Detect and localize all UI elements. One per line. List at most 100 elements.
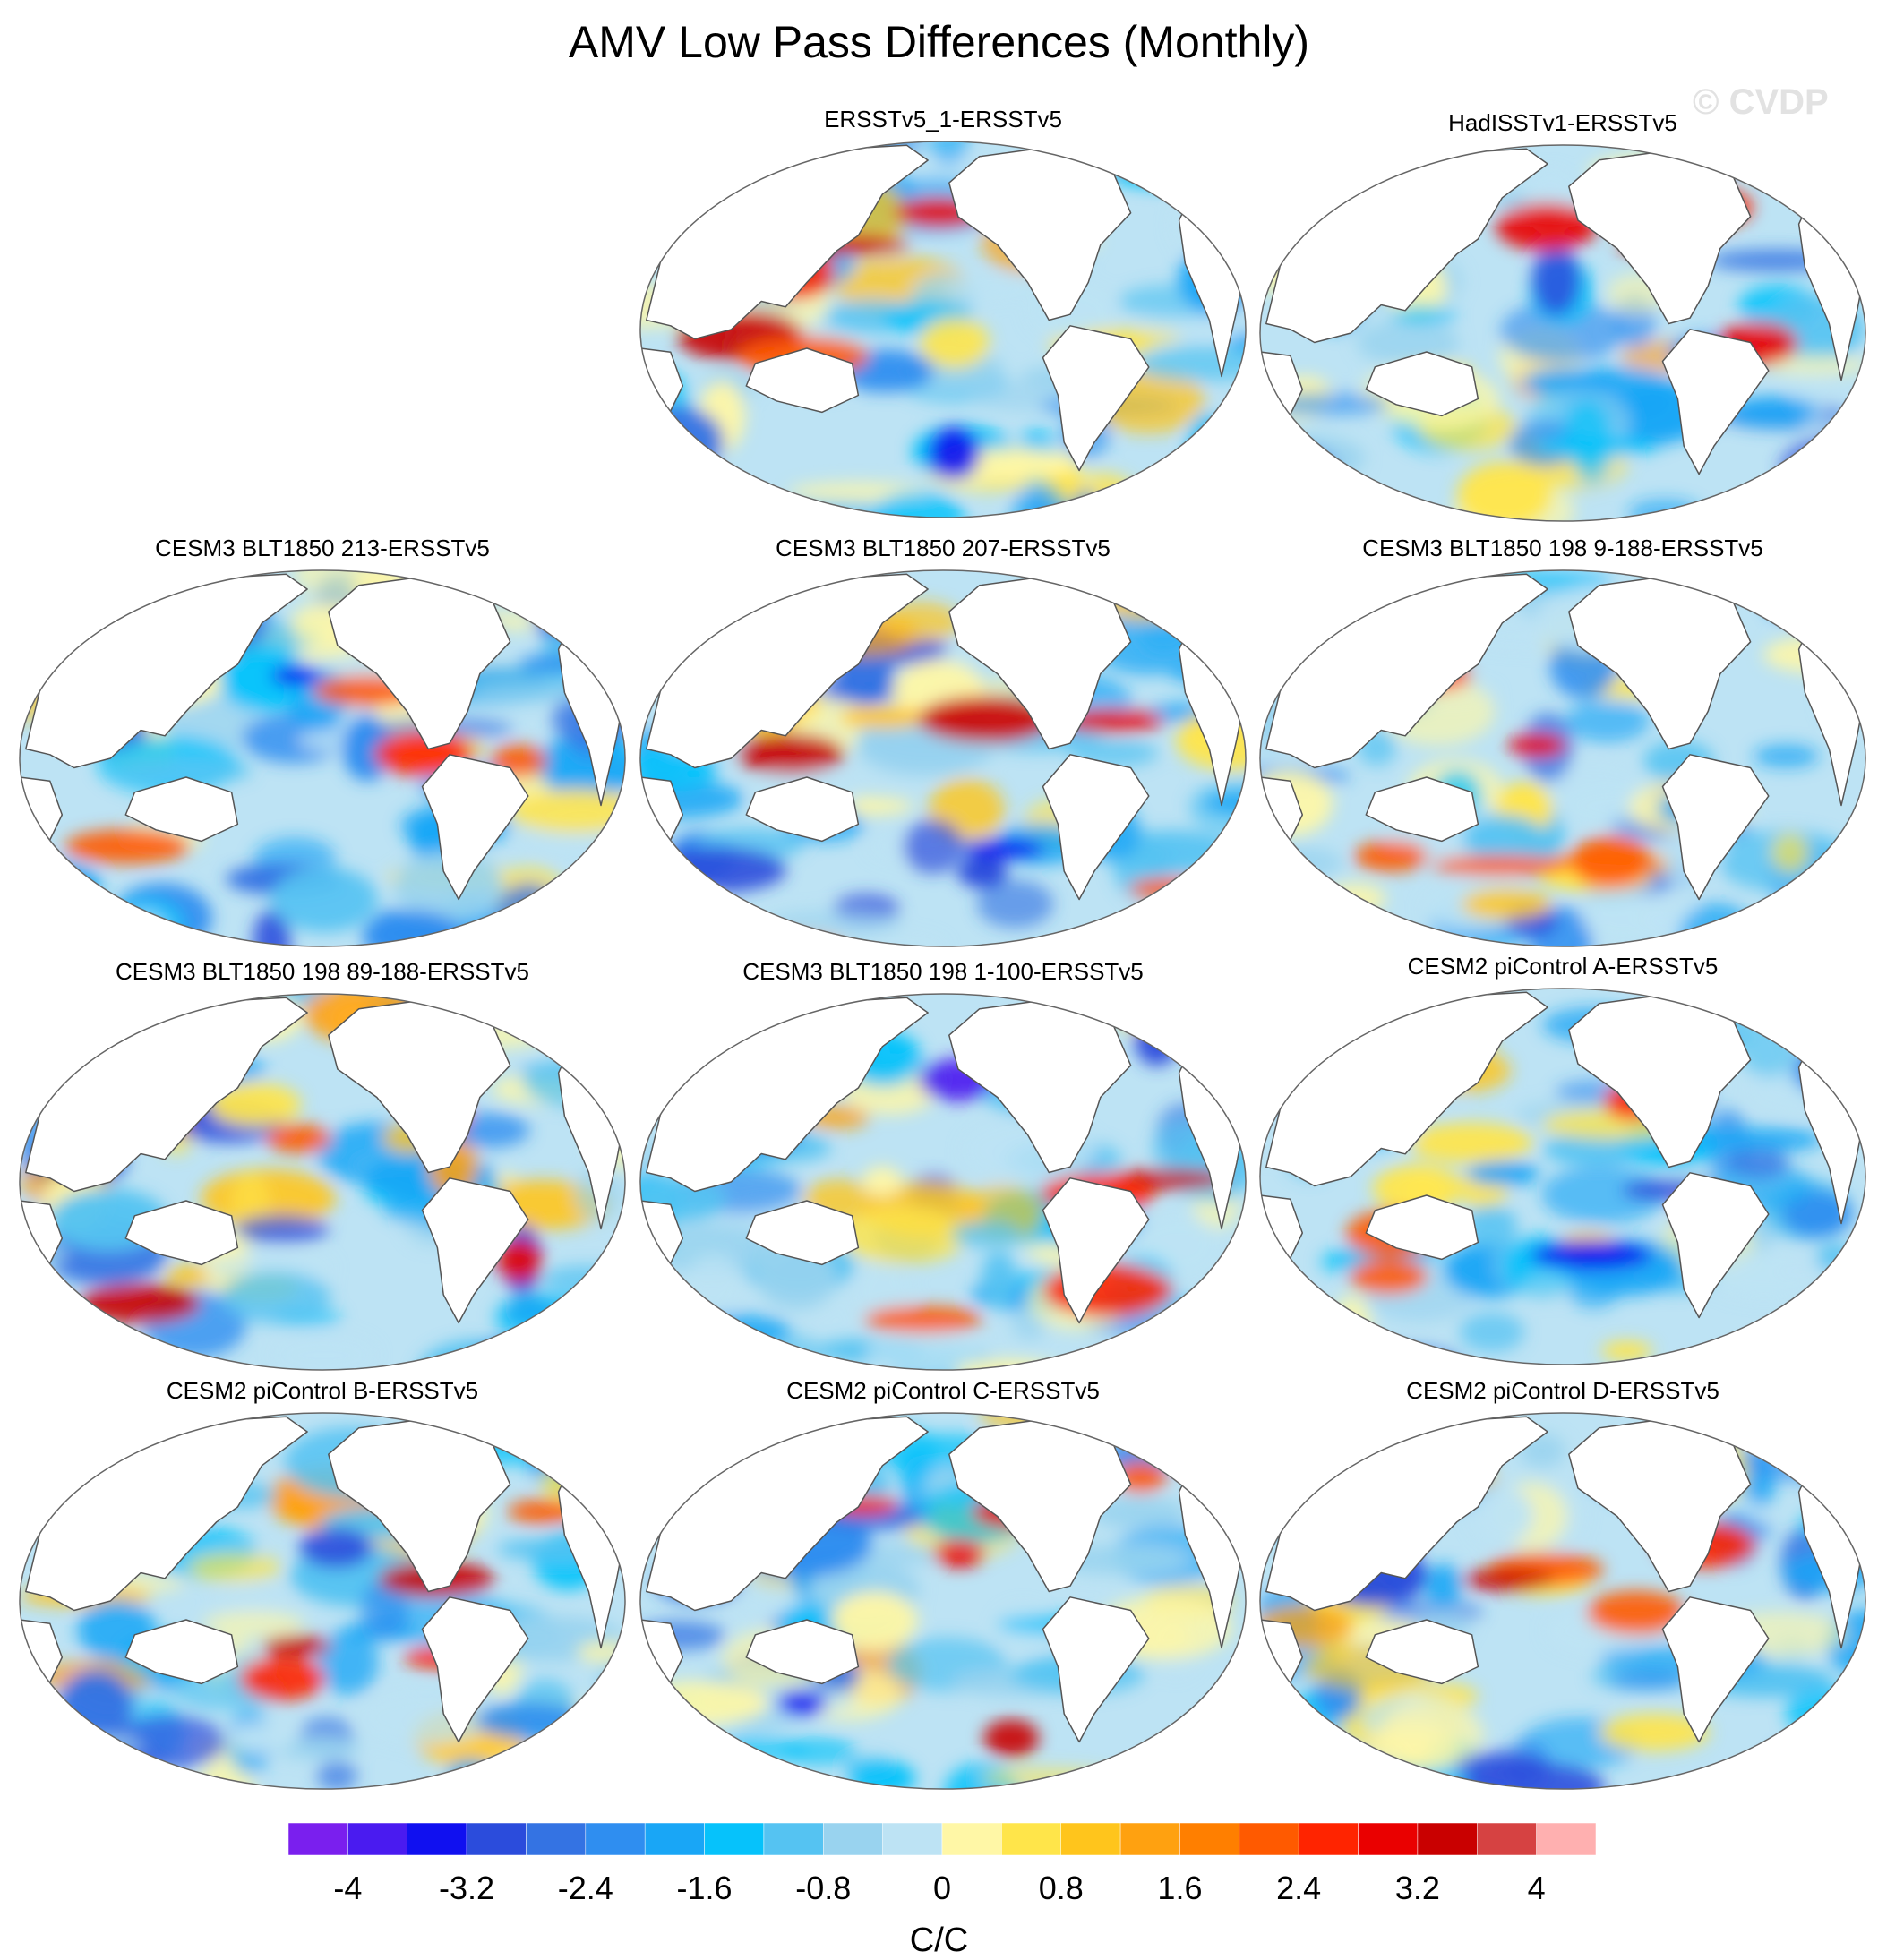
anomaly-blob (1531, 244, 1581, 316)
land-mass (1109, 142, 1171, 176)
land-mass (1109, 1414, 1171, 1448)
sst-difference-map (639, 569, 1247, 947)
anomaly-blob (274, 1737, 361, 1759)
anomaly-blob (702, 141, 773, 183)
map-panel-cesm2-picontrol-d: CESM2 piControl D-ERSSTv5 (1254, 1377, 1872, 1796)
anomaly-blob (981, 1251, 1017, 1308)
colorbar-tick-label: 3.2 (1394, 1870, 1440, 1906)
strong-anomaly-blob (736, 733, 845, 775)
colorbar-swatch (526, 1823, 587, 1855)
anomaly-blob (1325, 883, 1386, 915)
anomaly-blob (209, 1083, 302, 1126)
anomaly-blob (956, 855, 1008, 888)
colorbar-tick-label: 0 (932, 1870, 952, 1906)
strong-anomaly-blob (270, 665, 321, 687)
map-panel-cesm2-picontrol-a: CESM2 piControl A-ERSSTv5 (1254, 953, 1872, 1372)
map-border (19, 1412, 626, 1790)
anomaly-blob (640, 630, 665, 666)
anomaly-blob (1461, 888, 1552, 920)
anomaly-blob (1737, 1441, 1865, 1482)
anomaly-blob (541, 1265, 625, 1293)
anomaly-blob (678, 1413, 735, 1440)
anomaly-blob (640, 876, 720, 920)
strong-anomaly-blob (983, 1719, 1040, 1758)
anomaly-blob (1366, 1723, 1459, 1774)
anomaly-blob (1090, 1496, 1188, 1529)
anomaly-blob (1333, 1753, 1383, 1789)
anomaly-blob (187, 1553, 282, 1583)
anomaly-blob (684, 1254, 742, 1316)
colorbar-swatch (1417, 1823, 1478, 1855)
anomaly-blob (1771, 833, 1809, 873)
anomaly-blob (37, 574, 75, 628)
strong-anomaly-blob (1350, 1259, 1428, 1294)
anomaly-blob (573, 904, 625, 941)
colorbar-swatch (1001, 1823, 1061, 1855)
anomaly-blob (976, 879, 1054, 929)
colorbar-swatch (704, 1823, 765, 1855)
anomaly-blob (1457, 461, 1552, 521)
anomaly-blob (1770, 1736, 1865, 1787)
anomaly-blob (1462, 1763, 1606, 1789)
anomaly-blob (202, 1611, 305, 1638)
anomaly-blob (864, 1330, 980, 1370)
land-mass (1661, 1172, 1770, 1319)
anomaly-blob (1261, 989, 1302, 999)
anomaly-blob (316, 1759, 357, 1789)
anomaly-blob (1810, 153, 1865, 188)
colorbar-swatch (1477, 1823, 1537, 1855)
strong-anomaly-blob (928, 426, 981, 480)
land-mass (124, 1619, 239, 1685)
colorbar-tick-label: -0.8 (795, 1870, 852, 1906)
anomaly-blob (776, 1334, 820, 1370)
anomaly-blob (1340, 1353, 1404, 1365)
anomaly-blob (1766, 581, 1836, 622)
anomaly-blob (1260, 1441, 1319, 1493)
anomaly-blob (20, 1011, 75, 1036)
land-mass (1109, 995, 1171, 1029)
anomaly-blob (929, 141, 969, 167)
colorbar (288, 1823, 1596, 1855)
anomaly-blob (476, 1338, 540, 1370)
anomaly-blob (445, 1759, 496, 1785)
anomaly-blob (640, 1433, 675, 1494)
sst-difference-map (639, 141, 1247, 518)
strong-anomaly-blob (961, 838, 1045, 860)
anomaly-blob (950, 1220, 1022, 1248)
colorbar-tick-label: -2.4 (557, 1870, 613, 1906)
anomaly-blob (1149, 1430, 1246, 1464)
colorbar-swatch (1060, 1823, 1121, 1855)
colorbar-tick-label: 0.8 (1038, 1870, 1084, 1906)
anomaly-blob (1134, 1012, 1179, 1066)
colorbar-tick-label: 2.4 (1276, 1870, 1322, 1906)
anomaly-blob (510, 1748, 549, 1776)
colorbar-unit-label: C/C (909, 1921, 969, 1959)
land-mass (745, 1200, 860, 1266)
anomaly-blob (1290, 1730, 1331, 1782)
anomaly-blob (1222, 602, 1246, 673)
anomaly-blob (640, 1434, 758, 1453)
anomaly-blob (781, 1737, 857, 1766)
anomaly-blob (1202, 792, 1246, 814)
anomaly-blob (1260, 1749, 1359, 1789)
land-mass (1042, 1177, 1150, 1324)
anomaly-blob (553, 1772, 625, 1789)
anomaly-blob (501, 570, 558, 590)
colorbar-swatch (882, 1823, 943, 1855)
anomaly-blob (1329, 145, 1401, 166)
anomaly-blob (1182, 595, 1246, 651)
colorbar-swatch (585, 1823, 646, 1855)
anomaly-blob (734, 932, 847, 946)
colorbar-tick-label: 1.6 (1157, 1870, 1203, 1906)
anomaly-blob (1729, 396, 1817, 426)
anomaly-blob (1522, 368, 1614, 396)
map-border (639, 993, 1247, 1371)
anomaly-blob (558, 1014, 604, 1037)
anomaly-blob (46, 1748, 169, 1778)
sst-difference-map (639, 1412, 1247, 1790)
strong-anomaly-blob (1530, 1240, 1652, 1271)
anomaly-blob (1541, 1165, 1666, 1224)
anomaly-blob (1407, 1122, 1533, 1163)
anomaly-blob (640, 845, 689, 915)
panel-title: CESM3 BLT1850 213-ERSSTv5 (155, 535, 490, 561)
